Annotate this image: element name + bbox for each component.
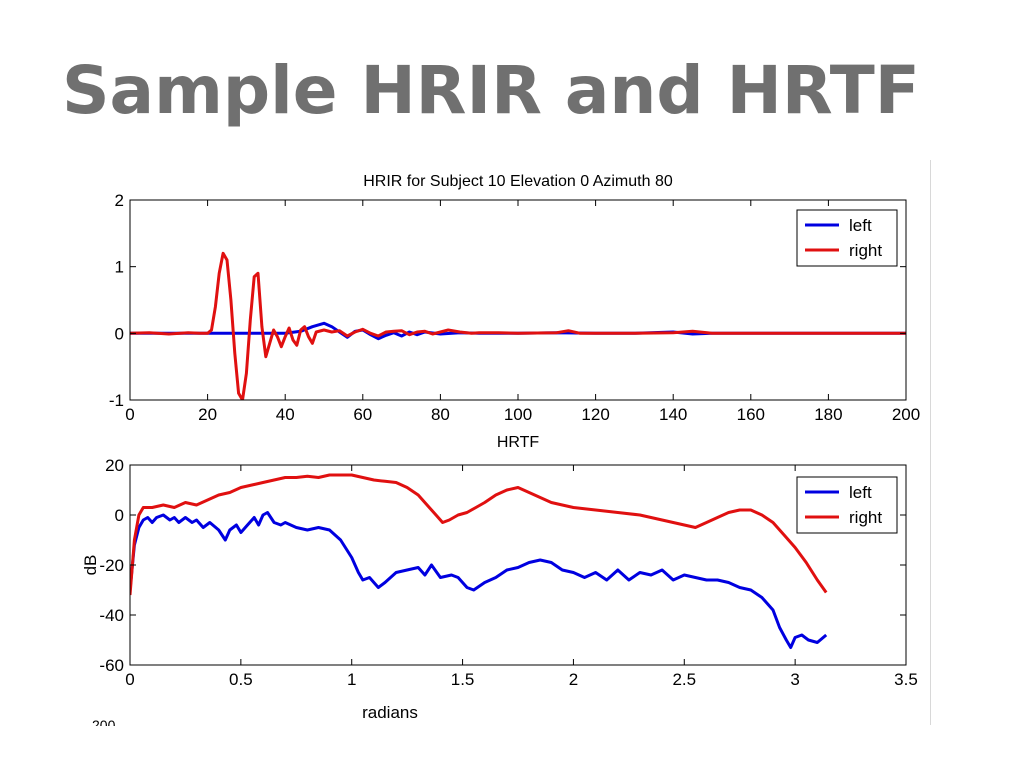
- x-tick-label: 0: [125, 405, 134, 424]
- series-line-left: [130, 511, 828, 649]
- x-tick-label: 200: [892, 405, 920, 424]
- y-tick-label: 0: [115, 324, 124, 343]
- x-tick-label: 160: [737, 405, 765, 424]
- x-tick-label: 140: [659, 405, 687, 424]
- hrir-chart: HRIR for Subject 10 Elevation 0 Azimuth …: [109, 173, 920, 424]
- legend-box: [796, 209, 898, 267]
- x-tick-label: 20: [198, 405, 217, 424]
- x-tick-label: 180: [814, 405, 842, 424]
- x-tick-label: 3.5: [894, 670, 918, 689]
- legend: left right: [796, 476, 898, 534]
- y-tick-label: -1: [109, 391, 124, 410]
- x-tick-label: 1.5: [451, 670, 475, 689]
- plot-frame: [129, 464, 907, 666]
- legend-label-right: right: [849, 241, 882, 260]
- y-tick-label: -40: [99, 606, 124, 625]
- y-axis-label: dB: [81, 555, 100, 576]
- x-axis-label: radians: [362, 703, 418, 722]
- x-tick-label: 40: [276, 405, 295, 424]
- series-line-right: [130, 473, 828, 596]
- series-line-left: [130, 321, 906, 341]
- y-tick-label: 1: [115, 258, 124, 277]
- slide-divider: [930, 160, 931, 725]
- x-tick-label: 0.5: [229, 670, 253, 689]
- x-tick-label: 0: [125, 670, 134, 689]
- legend-box: [796, 476, 898, 534]
- y-tick-label: 0: [115, 506, 124, 525]
- x-tick-label: 120: [581, 405, 609, 424]
- legend-label-left: left: [849, 216, 872, 235]
- x-tick-label: 100: [504, 405, 532, 424]
- chart-title: HRTF: [497, 434, 540, 451]
- y-tick-label: -20: [99, 556, 124, 575]
- legend-label-right: right: [849, 508, 882, 527]
- y-tick-label: -60: [99, 656, 124, 675]
- chart-title: HRIR for Subject 10 Elevation 0 Azimuth …: [363, 173, 673, 190]
- legend: left right: [796, 209, 898, 267]
- slide-title: Sample HRIR and HRTF: [62, 52, 920, 129]
- x-tick-label: 3: [790, 670, 799, 689]
- legend-label-left: left: [849, 483, 872, 502]
- hrtf-chart: HRTF 0 0.5 1 1.5 2 2.5 3 3.5 -60 -40 -20 0 20 radians d…: [81, 434, 918, 722]
- x-tick-label: 2.5: [672, 670, 696, 689]
- x-tick-label: 80: [431, 405, 450, 424]
- y-tick-label: 2: [115, 191, 124, 210]
- clipped-tick-label: 200: [92, 718, 116, 726]
- x-tick-label: 1: [347, 670, 356, 689]
- y-tick-label: 20: [105, 456, 124, 475]
- x-tick-label: 60: [353, 405, 372, 424]
- series-line-right: [130, 251, 906, 400]
- x-tick-label: 2: [569, 670, 578, 689]
